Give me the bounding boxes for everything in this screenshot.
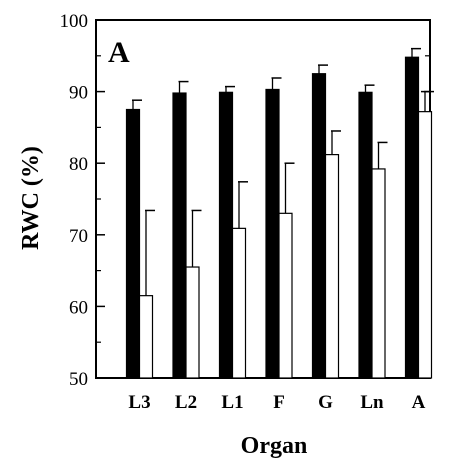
- bar: [125, 108, 141, 379]
- bar: [324, 154, 340, 379]
- bar: [404, 56, 420, 379]
- bar: [265, 88, 280, 379]
- bar: [278, 212, 293, 379]
- bar: [218, 91, 234, 379]
- y-tick-label: 70: [69, 226, 88, 247]
- bar: [358, 91, 373, 379]
- y-tick-label: 100: [60, 11, 89, 32]
- bar: [311, 73, 327, 379]
- bar: [138, 295, 154, 379]
- y-tick-label: 50: [69, 369, 88, 390]
- bar: [231, 227, 247, 379]
- x-tick-label: L2: [175, 392, 197, 413]
- plot-area: 50 60 70 80 90 100 L3 L2 L1 F G Ln A: [60, 11, 434, 413]
- x-axis-title: Organ: [241, 433, 308, 459]
- panel-label: A: [108, 36, 130, 69]
- bar: [417, 111, 433, 379]
- x-tick-label: F: [273, 392, 285, 413]
- x-tick-label: L1: [221, 392, 243, 413]
- y-tick-label: 60: [69, 297, 88, 318]
- x-tick-label: G: [318, 392, 333, 413]
- y-tick-label: 80: [69, 154, 88, 175]
- y-tick-label: 90: [69, 83, 88, 104]
- x-tick-label: A: [412, 392, 426, 413]
- y-axis-title: RWC (%): [18, 146, 44, 250]
- bar: [172, 92, 187, 379]
- x-tick-label: L3: [128, 392, 150, 413]
- bar: [371, 168, 386, 379]
- bar: [185, 266, 200, 379]
- x-tick-label: Ln: [360, 392, 384, 413]
